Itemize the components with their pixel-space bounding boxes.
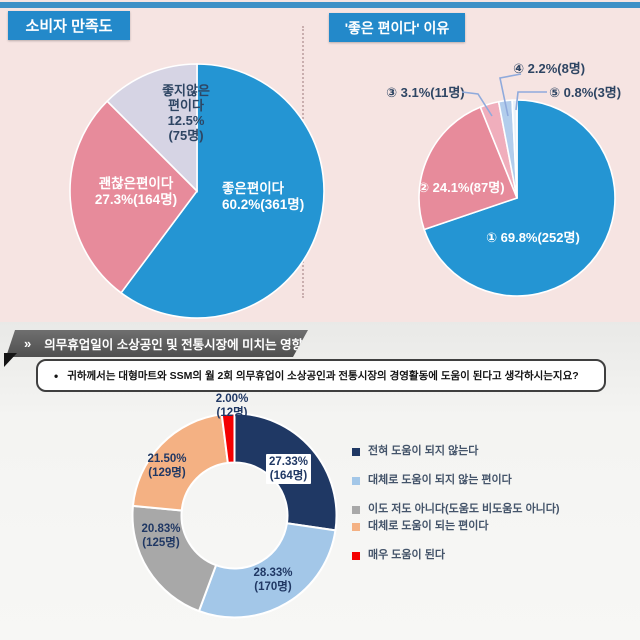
impact-donut-chart-slice-3 (131, 413, 229, 512)
donut-label-neither: 20.83% (125명) (141, 523, 181, 549)
legend-item: 매우 도움이 된다 (352, 548, 604, 563)
impact-donut-chart-slice-1 (197, 522, 337, 619)
pie-label-okay: 괜찮은편이다 27.3%(164명) (94, 176, 178, 207)
donut-legend: 전혀 도움이 되지 않는다 대체로 도움이 되지 않는 편이다 이도 저도 아니… (352, 444, 604, 577)
bullet-icon: • (54, 368, 59, 383)
legend-item: 이도 저도 아니다(도움도 비도움도 아니다) (352, 502, 604, 517)
donut-label-mostly-helpful: 21.50% (129명) (147, 453, 187, 479)
pie-label-reason-1: ① 69.8%(252명) (486, 230, 580, 245)
chevron-icon: » (24, 336, 31, 351)
satisfaction-pie-chart-slice-2 (106, 63, 198, 193)
top-blue-strip (0, 2, 640, 8)
donut-label-not-helpful: 27.33% (164명) (266, 454, 312, 484)
satisfaction-pie-chart (69, 63, 325, 319)
donut-label-very-helpful: 2.00% (12명) (215, 393, 249, 419)
left-chart-title: 소비자 만족도 (8, 11, 130, 40)
impact-donut-chart-slice-4 (220, 412, 236, 465)
pie-label-reason-4: ④ 2.2%(8명) (513, 61, 586, 76)
section-banner: » 의무휴업일이 소상공인 및 전통시장에 미치는 영향 (6, 330, 308, 357)
pie-label-not-good: 좋지않은 편이다 12.5% (75명) (162, 83, 210, 143)
pie-label-reason-3: ③ 3.1%(11명) (386, 85, 465, 100)
survey-question-text: 귀하께서는 대형마트와 SSM의 월 2회 의무휴업이 소상공인과 전통시장의 … (67, 370, 579, 382)
impact-section: » 의무휴업일이 소상공인 및 전통시장에 미치는 영향 • 귀하께서는 대형마… (0, 322, 640, 640)
reason-pie-chart-slice-0 (423, 99, 616, 297)
legend-swatch-gray (352, 506, 360, 514)
satisfaction-pie-chart-slice-0 (119, 63, 325, 319)
pie-label-reason-2: ② 24.1%(87명) (418, 180, 505, 195)
satisfaction-section: 소비자 만족도 '좋은 편이다' 이유 좋지않은 편이다 12.5% (75명)… (0, 0, 640, 322)
pie-label-reason-5: ⑤ 0.8%(3명) (549, 85, 622, 100)
legend-item: 대체로 도움이 되는 편이다 (352, 519, 604, 534)
survey-question-box: • 귀하께서는 대형마트와 SSM의 월 2회 의무휴업이 소상공인과 전통시장… (36, 359, 606, 392)
reason-pie-chart (418, 99, 616, 297)
satisfaction-pie-chart-slice-1 (69, 100, 199, 294)
donut-label-mostly-not-helpful: 28.33% (170명) (253, 567, 293, 593)
legend-item: 대체로 도움이 되지 않는 편이다 (352, 473, 604, 488)
legend-swatch-lightblue (352, 477, 360, 485)
legend-swatch-orange (352, 523, 360, 531)
section-banner-title: 의무휴업일이 소상공인 및 전통시장에 미치는 영향 (44, 338, 304, 352)
legend-item: 전혀 도움이 되지 않는다 (352, 444, 604, 459)
legend-swatch-red (352, 552, 360, 560)
pie-label-good: 좋은편이다 60.2%(361명) (222, 181, 305, 212)
right-chart-title: '좋은 편이다' 이유 (329, 13, 465, 42)
legend-swatch-navy (352, 448, 360, 456)
